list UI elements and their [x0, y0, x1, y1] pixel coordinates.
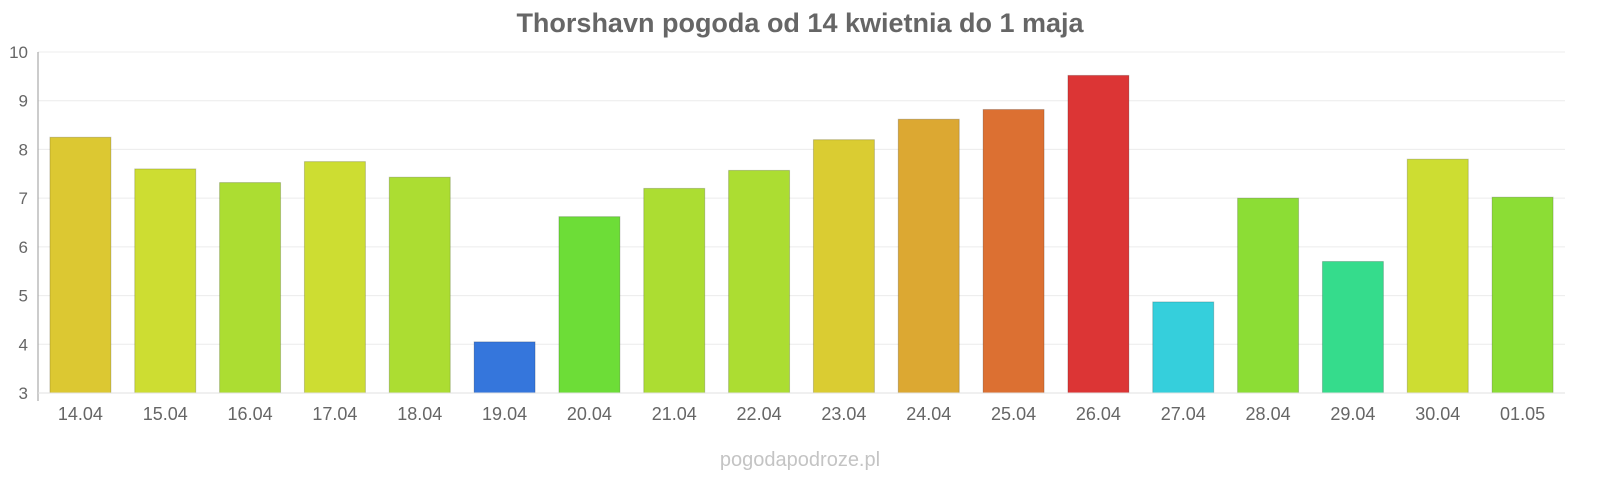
x-tick-label: 18.04	[397, 404, 442, 424]
x-tick-label: 28.04	[1246, 404, 1291, 424]
y-tick-label: 3	[19, 384, 28, 403]
x-tick-label: 26.04	[1076, 404, 1121, 424]
chart-title: Thorshavn pogoda od 14 kwietnia do 1 maj…	[516, 8, 1084, 38]
bar-17.04	[303, 161, 366, 394]
bar-16.04	[219, 182, 282, 394]
y-tick-label: 7	[19, 189, 28, 208]
tick-labels: 3 4 5 6 7 8 9 10 14.04 15.04 16.04 17.04 18.04 19.04 2…	[9, 43, 1545, 424]
x-tick-label: 17.04	[312, 404, 357, 424]
x-tick-label: 01.05	[1500, 404, 1545, 424]
x-tick-label: 16.04	[228, 404, 273, 424]
bar-19.04	[473, 341, 536, 394]
x-tick-label: 22.04	[737, 404, 782, 424]
bar-14.04	[49, 136, 112, 394]
bar-21.04	[643, 187, 706, 394]
y-tick-label: 4	[19, 335, 28, 354]
bar-28.04	[1237, 197, 1300, 394]
bar-24.04	[897, 118, 960, 394]
x-tick-label: 30.04	[1415, 404, 1460, 424]
bar-22.04	[728, 169, 791, 394]
x-tick-label: 29.04	[1330, 404, 1375, 424]
y-tick-label: 5	[19, 287, 28, 306]
x-tick-label: 27.04	[1161, 404, 1206, 424]
bars	[49, 74, 1554, 394]
bar-18.04	[388, 176, 451, 394]
bar-27.04	[1152, 301, 1215, 394]
bar-01.05	[1491, 196, 1554, 394]
watermark: pogodapodroze.pl	[719, 449, 881, 471]
x-tick-label: 20.04	[567, 404, 612, 424]
y-tick-label: 9	[19, 92, 28, 111]
y-tick-label: 6	[19, 238, 28, 257]
axes	[37, 52, 1565, 401]
bar-23.04	[812, 139, 875, 394]
x-tick-label: 14.04	[58, 404, 103, 424]
x-tick-label: 24.04	[906, 404, 951, 424]
y-tick-label: 10	[9, 43, 28, 62]
x-tick-label: 23.04	[821, 404, 866, 424]
bar-26.04	[1067, 74, 1130, 394]
x-tick-label: 21.04	[652, 404, 697, 424]
y-tick-label: 8	[19, 140, 28, 159]
x-tick-label: 25.04	[991, 404, 1036, 424]
x-tick-label: 19.04	[482, 404, 527, 424]
bar-29.04	[1321, 260, 1384, 394]
x-tick-label: 15.04	[143, 404, 188, 424]
bar-15.04	[134, 168, 197, 394]
bar-25.04	[982, 108, 1045, 394]
bar-30.04	[1406, 158, 1469, 394]
gridlines	[38, 51, 1565, 345]
bar-20.04	[558, 216, 621, 394]
